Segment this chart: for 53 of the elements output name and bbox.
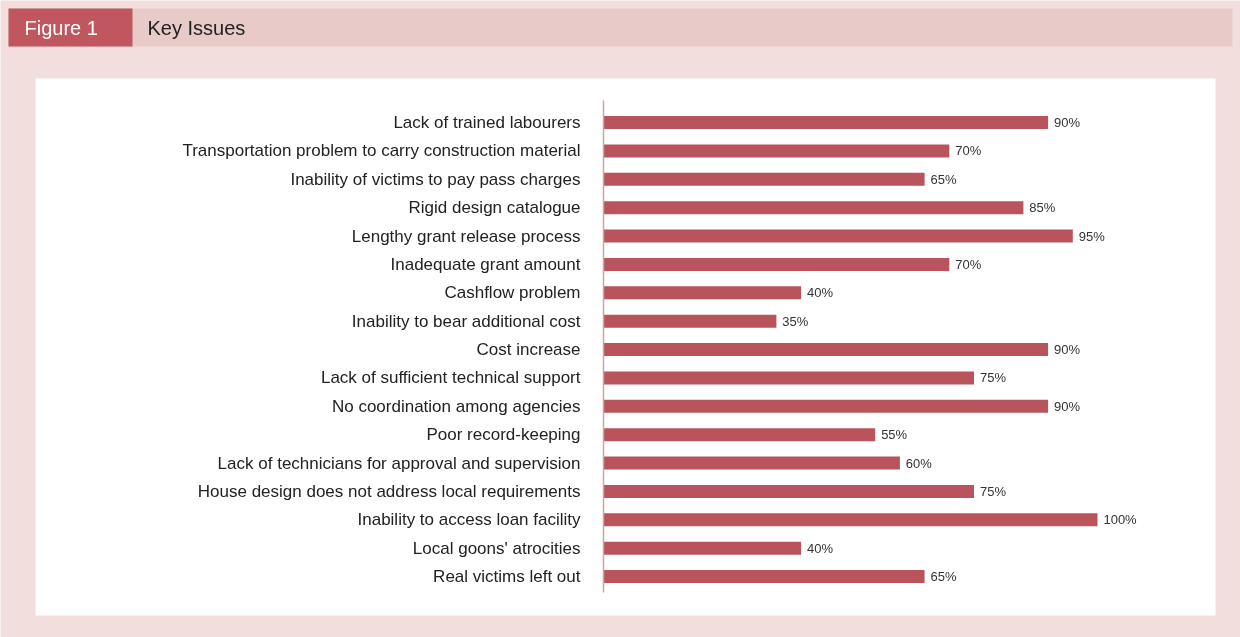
data-label: 40% (807, 285, 834, 301)
y-tick-label: Cost increase (476, 340, 581, 359)
y-tick-label: House design does not address local requirements (197, 481, 581, 501)
bar (603, 286, 802, 300)
bar (603, 371, 974, 385)
y-tick-label: Transportation problem to carry construction material (182, 141, 581, 161)
bar (603, 172, 925, 186)
y-tick-label: Lengthy grant release process (351, 226, 581, 246)
data-label: 100% (1103, 512, 1138, 528)
bar (603, 229, 1073, 243)
y-tick-label: Poor record-keeping (426, 425, 581, 445)
bar (603, 399, 1049, 413)
text: Key Issues (147, 16, 246, 39)
data-label: 35% (782, 313, 809, 329)
y-tick-label: Lack of sufficient technical support (320, 368, 581, 388)
y-tick-label: Inability of victims to pay pass charges (290, 169, 581, 189)
bar (603, 513, 1098, 527)
y-tick-label: Inability to bear additional cost (351, 311, 581, 331)
y-tick-label: No coordination among agencies (331, 396, 581, 416)
bar (603, 484, 974, 498)
y-tick-label: Lack of technicians for approval and supervision (217, 453, 581, 473)
data-label: 40% (807, 540, 834, 556)
y-tick-label: Real victims left out (433, 567, 581, 586)
data-label: 65% (930, 569, 957, 584)
y-tick-label: Lack of trained labourers (393, 113, 581, 132)
data-label: 70% (955, 256, 982, 272)
y-tick-label: Cashflow problem (444, 283, 581, 303)
data-label: 65% (930, 171, 957, 187)
y-tick-label: Inadequate grant amount (390, 254, 581, 274)
caption: Figure 1 (24, 16, 98, 39)
data-label: 95% (1078, 228, 1106, 244)
bar (603, 314, 777, 328)
y-tick-label: Rigid design catalogue (408, 198, 581, 218)
data-label: 90% (1054, 342, 1081, 357)
bar (603, 201, 1024, 215)
data-label: 90% (1054, 115, 1081, 130)
bar (603, 456, 900, 470)
bar (603, 343, 1049, 356)
data-label: 60% (905, 455, 933, 471)
y-tick-label: Inability to access loan facility (357, 510, 581, 530)
data-label: 75% (979, 483, 1007, 499)
data-label: 90% (1054, 398, 1081, 414)
bar (603, 570, 925, 583)
data-label: 75% (979, 370, 1007, 386)
bar (603, 116, 1049, 129)
bar (603, 541, 802, 555)
data-label: 70% (955, 143, 982, 159)
bar (603, 144, 950, 158)
data-label: 85% (1029, 200, 1056, 216)
bar (603, 428, 876, 442)
data-label: 55% (881, 427, 908, 443)
y-tick-label: Local goons' atrocities (412, 538, 581, 558)
bar (603, 257, 950, 271)
